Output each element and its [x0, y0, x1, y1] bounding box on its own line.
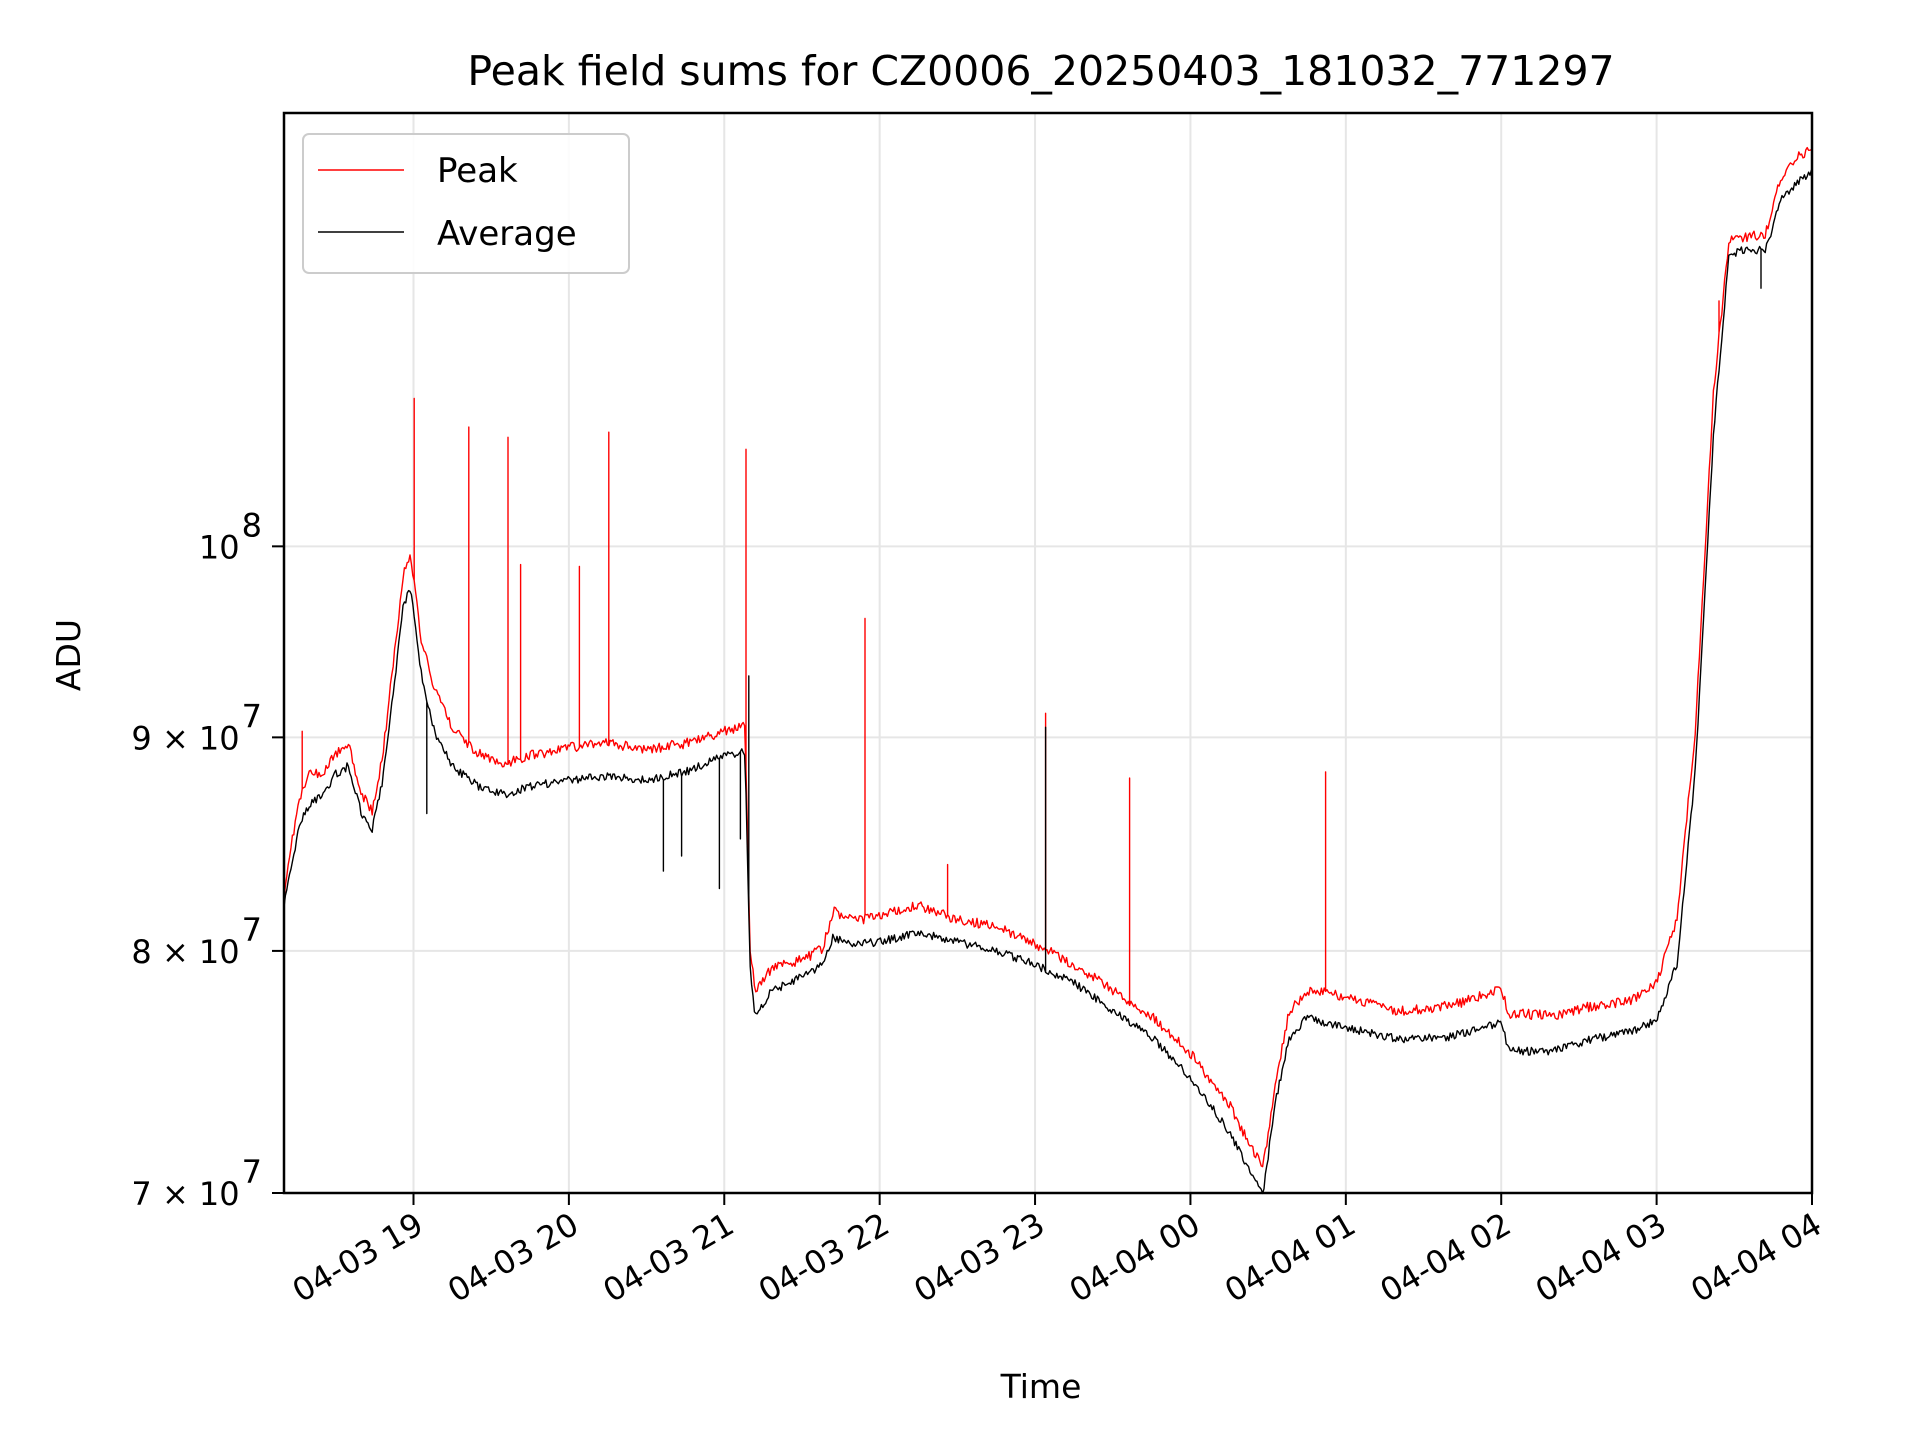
y-tick-base: 9 × 10: [131, 719, 239, 757]
y-tick-exponent: 7: [242, 1153, 262, 1191]
y-tick-label: 78 × 10: [131, 911, 262, 971]
y-tick-exponent: 7: [242, 911, 262, 949]
y-tick-base: 8 × 10: [131, 933, 239, 971]
plot-frame: [282, 111, 1814, 1195]
legend: Peak Average: [302, 133, 630, 274]
legend-label-peak: Peak: [437, 151, 518, 191]
y-tick-label: 79 × 10: [131, 697, 262, 757]
series-line-average: [283, 169, 1813, 1195]
y-tick-label: 77 × 10: [131, 1153, 262, 1213]
legend-label-average: Average: [437, 214, 577, 254]
y-tick-base: 10: [199, 528, 240, 566]
plot-series: [283, 146, 1813, 1195]
legend-box: [302, 133, 630, 274]
y-tick-base: 7 × 10: [131, 1175, 239, 1213]
y-axis-title: ADU: [49, 619, 88, 691]
y-tick-label: 810: [199, 506, 262, 566]
chart-title: Peak field sums for CZ0006_20250403_1810…: [467, 47, 1614, 95]
series-line-peak: [283, 146, 1812, 1168]
x-axis-title: Time: [1000, 1367, 1082, 1406]
y-tick-exponent: 8: [242, 506, 262, 544]
y-tick-exponent: 7: [242, 697, 262, 735]
